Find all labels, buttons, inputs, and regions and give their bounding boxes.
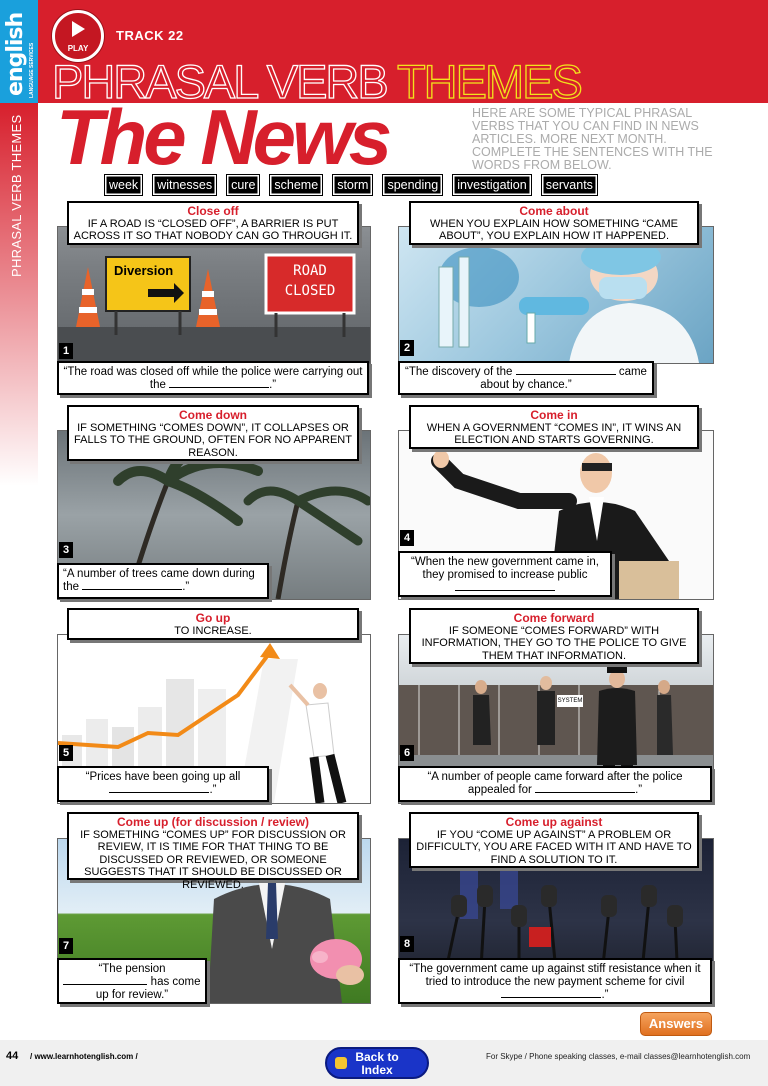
definition-close-off: Close off If a road is “closed off”, a b…	[67, 201, 359, 245]
logo-subtext: LANGUAGE SERVICES	[29, 42, 35, 98]
definition-come-down: Come down If something “comes down”, it …	[67, 405, 359, 461]
pension-man-illustration	[208, 879, 364, 1003]
word-chip: witnesses	[152, 174, 218, 196]
definition-text: If a road is “closed off”, a barrier is …	[73, 217, 353, 243]
definition-title: Come forward	[513, 611, 595, 625]
panel-number: 1	[59, 343, 73, 359]
definition-come-up-against: Come up against If you “come up against”…	[409, 812, 699, 868]
page-title: The News	[56, 93, 392, 181]
definition-text: If something “comes up” for discussion o…	[80, 828, 346, 891]
sentence-come-up-against: “The government came up against stiff re…	[398, 958, 712, 1004]
definition-come-in: Come in When a government “comes in”, it…	[409, 405, 699, 449]
title-part-2: THEMES	[396, 54, 583, 108]
definition-title: Come up (for discussion / review)	[116, 815, 310, 829]
pointing-hand-icon	[335, 1057, 347, 1069]
logo-text: english	[3, 12, 28, 96]
panel-number: 6	[400, 745, 414, 761]
answer-blank[interactable]	[109, 792, 210, 793]
sentence-close-off: “The road was closed off while the polic…	[57, 361, 369, 395]
sentence-come-in: “When the new government came in, they p…	[398, 551, 612, 597]
answer-blank[interactable]	[515, 374, 616, 375]
road-closed-sign-text: ROAD CLOSED	[284, 263, 336, 299]
track-label: TRACK 22	[116, 28, 184, 43]
word-chip: spending	[382, 174, 444, 196]
definition-title: Come up against	[505, 815, 603, 829]
word-chip: investigation	[452, 174, 532, 196]
skype-classes-note: For Skype / Phone speaking classes, e-ma…	[486, 1052, 751, 1061]
hot-english-logo[interactable]: english LANGUAGE SERVICES	[0, 0, 38, 103]
definition-text: If someone “comes forward” with informat…	[421, 624, 687, 662]
word-box: week witnesses cure scheme storm spendin…	[104, 174, 598, 196]
panel-number: 2	[400, 340, 414, 356]
intro-text: Here are some typical phrasal verbs that…	[472, 106, 713, 172]
play-button[interactable]: PLAY	[52, 10, 104, 62]
definition-come-up: Come up (for discussion / review) If som…	[67, 812, 359, 891]
side-band	[0, 103, 38, 486]
definition-title: Come in	[530, 408, 578, 422]
side-label: PHRASAL VERB THEMES	[9, 114, 24, 277]
play-label: PLAY	[67, 44, 89, 53]
definition-title: Come about	[519, 204, 589, 218]
answer-blank[interactable]	[169, 387, 270, 388]
word-chip: servants	[540, 174, 598, 196]
system-sign-text: SYSTEM	[557, 698, 583, 704]
word-chip: scheme	[269, 174, 324, 196]
sentence-come-forward: “A number of people came forward after t…	[398, 766, 712, 802]
definition-title: Come down	[179, 408, 247, 422]
website-link[interactable]: / www.learnhotenglish.com /	[30, 1052, 138, 1061]
definition-text: If you “come up against” a problem or di…	[416, 828, 692, 866]
definition-come-forward: Come forward If someone “comes forward” …	[409, 608, 699, 664]
panel-number: 3	[59, 542, 73, 558]
photo-road-closed: Diversion ROAD CLOSED	[57, 226, 371, 364]
panel-number: 4	[400, 530, 414, 546]
page-number: 44	[6, 1050, 19, 1062]
definition-text: When you explain how something “came abo…	[430, 217, 678, 243]
definition-go-up: Go up To increase.	[67, 608, 359, 640]
answer-blank[interactable]	[535, 792, 636, 793]
title-part-1: PHRASAL VERB	[51, 54, 397, 108]
header-band	[0, 0, 768, 103]
play-icon	[72, 21, 85, 37]
definition-text: If something “comes down”, it collapses …	[74, 421, 352, 459]
panel-number: 7	[59, 938, 73, 954]
answer-blank[interactable]	[63, 984, 148, 985]
answer-blank[interactable]	[455, 590, 555, 591]
panel-number: 5	[59, 745, 73, 761]
definition-title: Go up	[195, 611, 231, 625]
definition-text: When a government “comes in”, it wins an…	[426, 421, 682, 447]
section-title: PHRASAL VERB THEMES	[51, 54, 583, 109]
word-chip: storm	[332, 174, 374, 196]
definition-title: Close off	[187, 204, 239, 218]
sentence-come-about: “The discovery of the came about by chan…	[398, 361, 654, 395]
answer-blank[interactable]	[501, 997, 602, 998]
answers-button[interactable]: Answers	[640, 1012, 712, 1036]
photo-laboratory	[398, 226, 714, 364]
sentence-come-down: “A number of trees came down during the …	[57, 563, 269, 599]
sentence-go-up: “Prices have been going up all .”	[57, 766, 269, 802]
definition-come-about: Come about When you explain how somethin…	[409, 201, 699, 245]
road-closed-illustration	[58, 253, 370, 363]
diversion-sign-text: Diversion	[114, 263, 174, 278]
definition-text: To increase.	[174, 624, 252, 637]
sentence-come-up: “The pension has come up for review.”	[57, 958, 207, 1004]
word-chip: week	[104, 174, 144, 196]
laboratory-illustration	[438, 239, 699, 363]
panel-number: 8	[400, 936, 414, 952]
word-chip: cure	[226, 174, 261, 196]
answer-blank[interactable]	[82, 589, 183, 590]
back-to-index-button[interactable]: Back to Index	[325, 1047, 429, 1079]
